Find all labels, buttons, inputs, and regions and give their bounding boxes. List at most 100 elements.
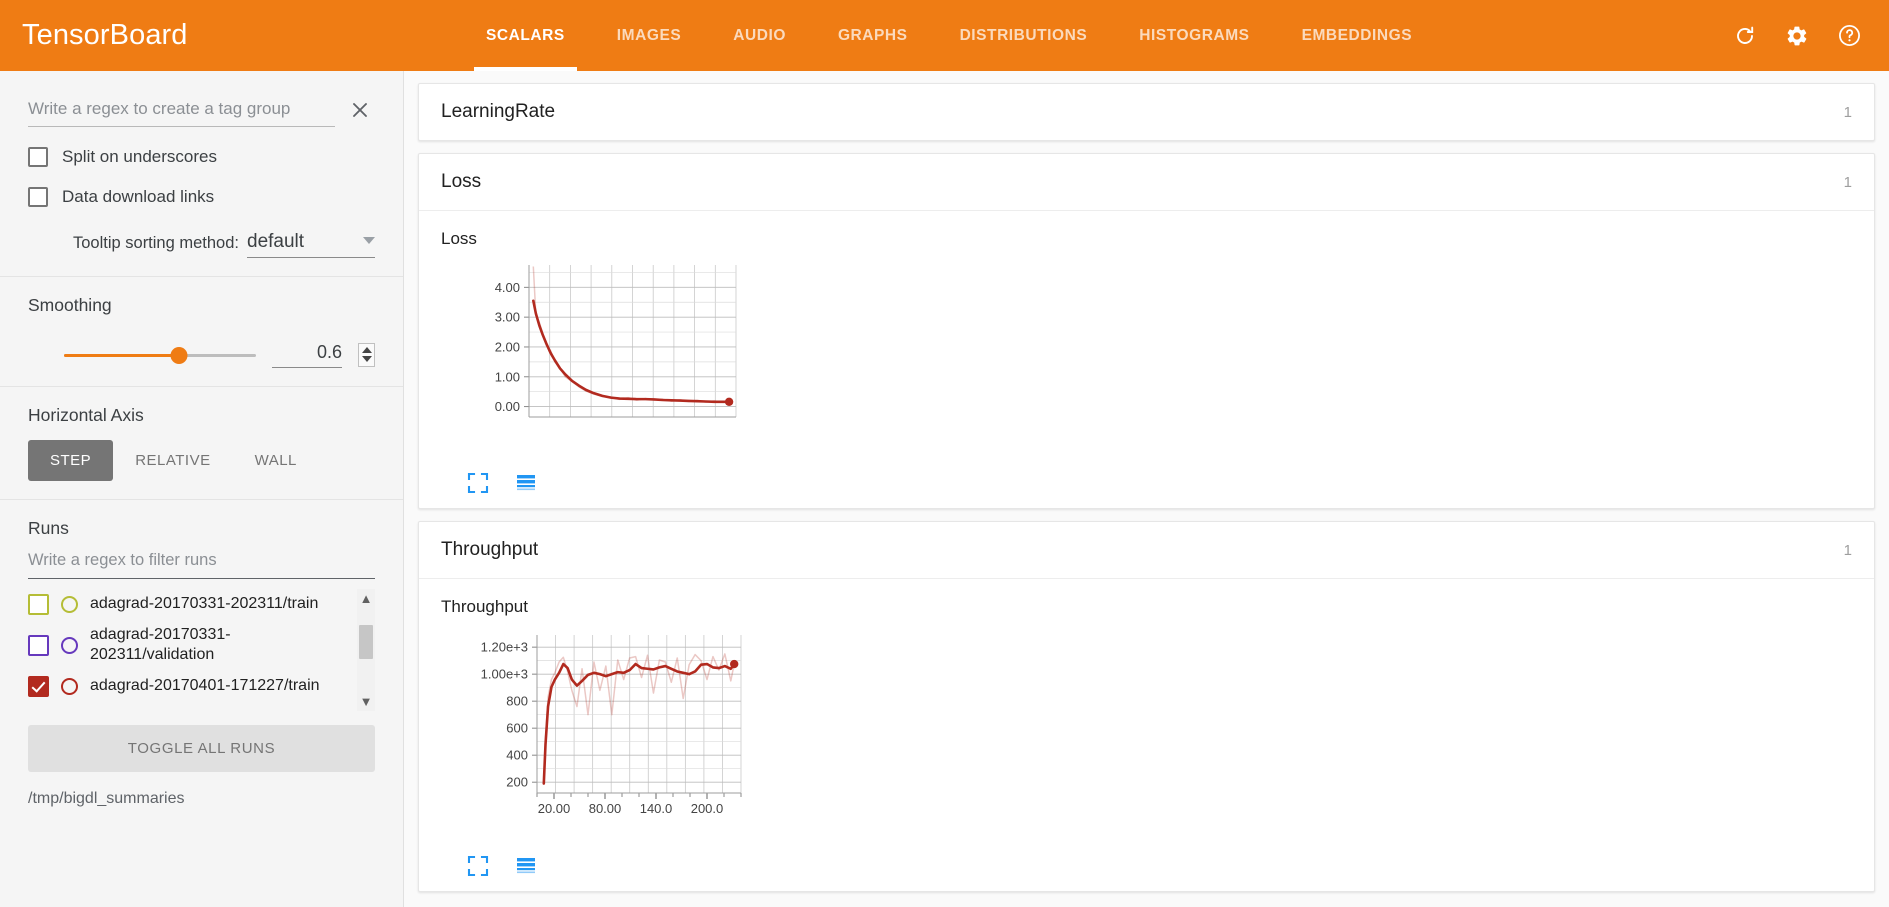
tab-audio[interactable]: AUDIO (707, 0, 812, 71)
chart-loss[interactable]: 0.00 1.00 2.00 3.00 4.00 (441, 257, 841, 462)
svg-text:1.00: 1.00 (495, 369, 520, 384)
expand-icon[interactable] (467, 472, 489, 494)
chevron-up-icon[interactable]: ▲ (359, 591, 373, 606)
card-header-loss[interactable]: Loss 1 (419, 154, 1874, 210)
svg-text:600: 600 (506, 721, 528, 736)
smoothing-title: Smoothing (28, 295, 112, 315)
tab-distributions[interactable]: DISTRIBUTIONS (934, 0, 1114, 71)
checkbox-data-download-links[interactable]: Data download links (28, 187, 375, 207)
run-checkbox-icon[interactable] (28, 594, 49, 615)
tab-images-label: IMAGES (616, 26, 682, 44)
svg-text:2.00: 2.00 (495, 339, 520, 354)
data-table-icon[interactable] (515, 472, 537, 494)
chart-throughput[interactable]: 200 400 600 800 1.00e+3 1.20e+3 20.00 80.00 140.… (441, 625, 841, 845)
card-title: LearningRate (441, 101, 556, 122)
toggle-all-runs-button[interactable]: TOGGLE ALL RUNS (28, 725, 375, 772)
card-header-learningrate[interactable]: LearningRate 1 (419, 84, 1874, 140)
smoothing-slider[interactable] (64, 344, 256, 366)
card-throughput: Throughput 1 Throughput 200 400 600 800 1.00… (418, 521, 1875, 892)
stepper-up-icon[interactable] (361, 347, 372, 353)
svg-text:200: 200 (506, 775, 528, 790)
checkbox-split-label: Split on underscores (62, 147, 217, 166)
top-navigation-bar: TensorBoard SCALARS IMAGES AUDIO GRAPHS … (0, 0, 1889, 71)
expand-icon[interactable] (467, 855, 489, 877)
card-count: 1 (1843, 541, 1852, 559)
runs-section: Runs adagrad-20170331-202311/train adagr… (0, 500, 403, 826)
card-loss: Loss 1 Loss 0.00 1.00 2.00 3.00 4.00 (418, 153, 1875, 509)
runs-filter (28, 549, 375, 579)
tab-graphs[interactable]: GRAPHS (812, 0, 934, 71)
nav-tabs: SCALARS IMAGES AUDIO GRAPHS DISTRIBUTION… (300, 0, 1725, 71)
sidebar: Split on underscores Data download links… (0, 71, 404, 907)
svg-text:200.0: 200.0 (691, 801, 724, 816)
smoothing-value-field[interactable]: 0.6 (272, 342, 342, 368)
tooltip-sorting-value: default (247, 231, 305, 252)
tooltip-sorting-row: Tooltip sorting method: default (28, 231, 375, 258)
list-item[interactable]: adagrad-20170331-202311/validation (28, 620, 349, 671)
tab-scalars[interactable]: SCALARS (460, 0, 591, 71)
logdir-path: /tmp/bigdl_summaries (28, 790, 185, 807)
slider-thumb[interactable] (170, 346, 188, 364)
chevron-down-icon[interactable]: ▼ (359, 694, 373, 709)
axis-option-relative[interactable]: RELATIVE (135, 452, 211, 469)
tab-graphs-label: GRAPHS (837, 26, 908, 44)
tooltip-sorting-select[interactable]: default (247, 231, 375, 258)
card-count: 1 (1843, 103, 1852, 121)
run-color-dot-icon (61, 596, 78, 613)
card-title: Loss (441, 171, 482, 192)
axis-option-step[interactable]: STEP (28, 440, 114, 481)
run-label: adagrad-20170331-202311/validation (90, 626, 231, 664)
close-icon[interactable] (345, 95, 375, 125)
brand[interactable]: TensorBoard (0, 0, 300, 71)
card-header-throughput[interactable]: Throughput 1 (419, 522, 1874, 578)
data-table-icon[interactable] (515, 855, 537, 877)
runs-list: adagrad-20170331-202311/train adagrad-20… (28, 589, 375, 711)
run-color-dot-icon (61, 636, 78, 654)
axis-option-wall[interactable]: WALL (254, 452, 297, 469)
list-item[interactable]: adagrad-20170331-202311/train (28, 589, 349, 620)
horizontal-axis-title: Horizontal Axis (28, 405, 144, 425)
smoothing-stepper[interactable] (358, 342, 375, 367)
runs-filter-input[interactable] (28, 549, 375, 579)
scrollbar-thumb[interactable] (359, 625, 373, 659)
card-learningrate: LearningRate 1 (418, 83, 1875, 141)
topbar-actions (1725, 0, 1889, 71)
svg-text:4.00: 4.00 (495, 280, 520, 295)
chart-title-loss: Loss (441, 229, 477, 248)
card-body-throughput: Throughput 200 400 600 800 1.00e+3 1.20e+3 20.… (419, 578, 1874, 891)
tab-embeddings-label: EMBEDDINGS (1301, 26, 1413, 44)
tag-group-section: Split on underscores Data download links… (0, 71, 403, 277)
slider-fill (64, 353, 180, 357)
run-color-dot-icon (61, 677, 78, 695)
main-content: LearningRate 1 Loss 1 Loss 0.00 1.00 2.00 3… (404, 71, 1889, 907)
tab-images[interactable]: IMAGES (591, 0, 707, 71)
run-checkbox-icon[interactable] (28, 675, 49, 697)
list-item[interactable]: adagrad-20170401-171227/train (28, 671, 349, 702)
smoothing-value: 0.6 (316, 342, 342, 362)
tag-regex-input[interactable] (28, 97, 335, 127)
svg-text:20.00: 20.00 (538, 801, 571, 816)
runs-scrollbar[interactable]: ▲ ▼ (357, 589, 375, 711)
horizontal-axis-buttons: STEP RELATIVE WALL (28, 440, 375, 481)
chevron-down-icon (363, 236, 375, 244)
runs-title: Runs (28, 518, 69, 538)
chart-actions-loss (441, 472, 1852, 494)
smoothing-row: 0.6 (28, 342, 375, 368)
svg-text:0.00: 0.00 (495, 399, 520, 414)
gear-icon[interactable] (1777, 16, 1817, 56)
help-icon[interactable] (1829, 16, 1869, 56)
tab-histograms[interactable]: HISTOGRAMS (1113, 0, 1275, 71)
checkbox-split-on-underscores[interactable]: Split on underscores (28, 147, 375, 167)
tab-embeddings[interactable]: EMBEDDINGS (1276, 0, 1439, 71)
svg-text:400: 400 (506, 748, 528, 763)
card-body-loss: Loss 0.00 1.00 2.00 3.00 4.00 (419, 210, 1874, 508)
horizontal-axis-section: Horizontal Axis STEP RELATIVE WALL (0, 387, 403, 500)
smoothing-section: Smoothing 0.6 (0, 277, 403, 387)
brand-title: TensorBoard (22, 19, 188, 51)
refresh-icon[interactable] (1725, 16, 1765, 56)
chart-actions-throughput (441, 855, 1852, 877)
run-checkbox-icon[interactable] (28, 634, 49, 656)
svg-text:1.20e+3: 1.20e+3 (481, 640, 528, 655)
stepper-down-icon[interactable] (361, 356, 372, 362)
card-count: 1 (1843, 173, 1852, 191)
